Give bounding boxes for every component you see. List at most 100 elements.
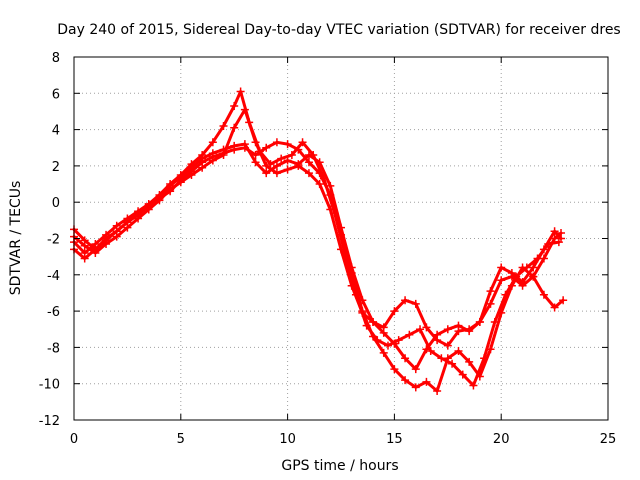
data-point [315,158,324,167]
x-tick-label: 5 [177,432,185,447]
data-point [176,178,185,187]
data-point [251,158,260,167]
data-point [337,245,345,254]
y-tick-label: 4 [52,124,60,139]
data-point [272,138,281,147]
data-point [91,249,100,258]
y-tick-label: 8 [52,51,60,66]
data-point [454,347,463,356]
chart-title: Day 240 of 2015, Sidereal Day-to-day VTE… [57,22,620,38]
data-point [369,332,378,341]
data-point [262,143,271,152]
data-point [390,339,399,348]
data-point [251,138,260,147]
data-point [304,169,313,178]
data-point [304,158,313,167]
data-point [557,234,566,243]
data-point [251,151,260,160]
y-tick-label: 2 [52,160,60,175]
x-tick-label: 0 [70,432,78,447]
data-point [550,227,559,236]
data-point [208,156,217,165]
data-series [70,87,568,395]
data-point [80,254,89,263]
data-point [433,336,442,345]
data-point [443,341,452,350]
data-point [401,296,410,305]
data-point [287,151,296,160]
series-track-3 [70,138,568,395]
x-tick-label: 10 [279,432,296,447]
data-point [166,185,175,194]
data-point [443,325,452,334]
data-point [497,263,506,272]
data-point [518,263,527,272]
data-point [379,323,388,332]
data-point [539,254,548,263]
data-point [443,354,452,363]
data-point [236,87,245,96]
data-point [266,160,275,169]
data-point [422,377,431,386]
data-point [529,263,538,272]
data-point [272,161,281,170]
data-point [240,105,249,114]
data-point [240,143,249,152]
data-point [304,151,313,160]
grid [74,57,608,420]
data-point [283,165,292,174]
data-point [486,287,495,296]
data-point [262,161,271,170]
data-point [475,317,484,326]
data-point [401,376,410,385]
x-tick-label: 15 [386,432,403,447]
data-point [486,299,495,308]
data-point [454,327,463,336]
y-tick-label: -12 [39,414,60,429]
data-point [550,303,559,312]
data-point [401,354,410,363]
data-point [426,347,435,356]
data-point [277,154,286,163]
data-point [294,161,303,170]
data-point [507,281,516,290]
data-point [390,365,399,374]
x-axis-title: GPS time / hours [281,458,398,474]
data-point [187,170,196,179]
data-point [411,383,420,392]
data-point [294,145,303,154]
data-point [405,330,414,339]
data-point [102,239,111,248]
data-point [230,123,239,132]
y-tick-label: -4 [47,269,60,284]
series-track-1 [70,87,563,390]
data-point [390,307,399,316]
y-tick-label: 0 [52,196,60,211]
data-point [283,140,292,149]
data-point [219,121,228,130]
data-point [315,169,324,178]
data-point [208,138,217,147]
x-tick-label: 25 [600,432,617,447]
data-point [433,386,442,395]
y-tick-label: -8 [47,341,60,356]
y-tick-label: -2 [47,233,60,248]
data-point [315,180,324,189]
data-point [80,241,89,250]
data-point [347,281,356,290]
data-point [326,205,335,214]
data-point [123,223,132,232]
data-point [283,156,292,165]
y-tick-label: -10 [39,378,60,393]
y-tick-label: 6 [52,87,60,102]
data-point [416,325,425,334]
x-tick-label: 20 [493,432,510,447]
data-point [422,323,431,332]
data-point [486,345,495,354]
data-point [134,214,143,223]
data-point [198,163,207,172]
series-line [72,140,565,393]
data-point [559,296,568,305]
data-point [497,308,506,317]
